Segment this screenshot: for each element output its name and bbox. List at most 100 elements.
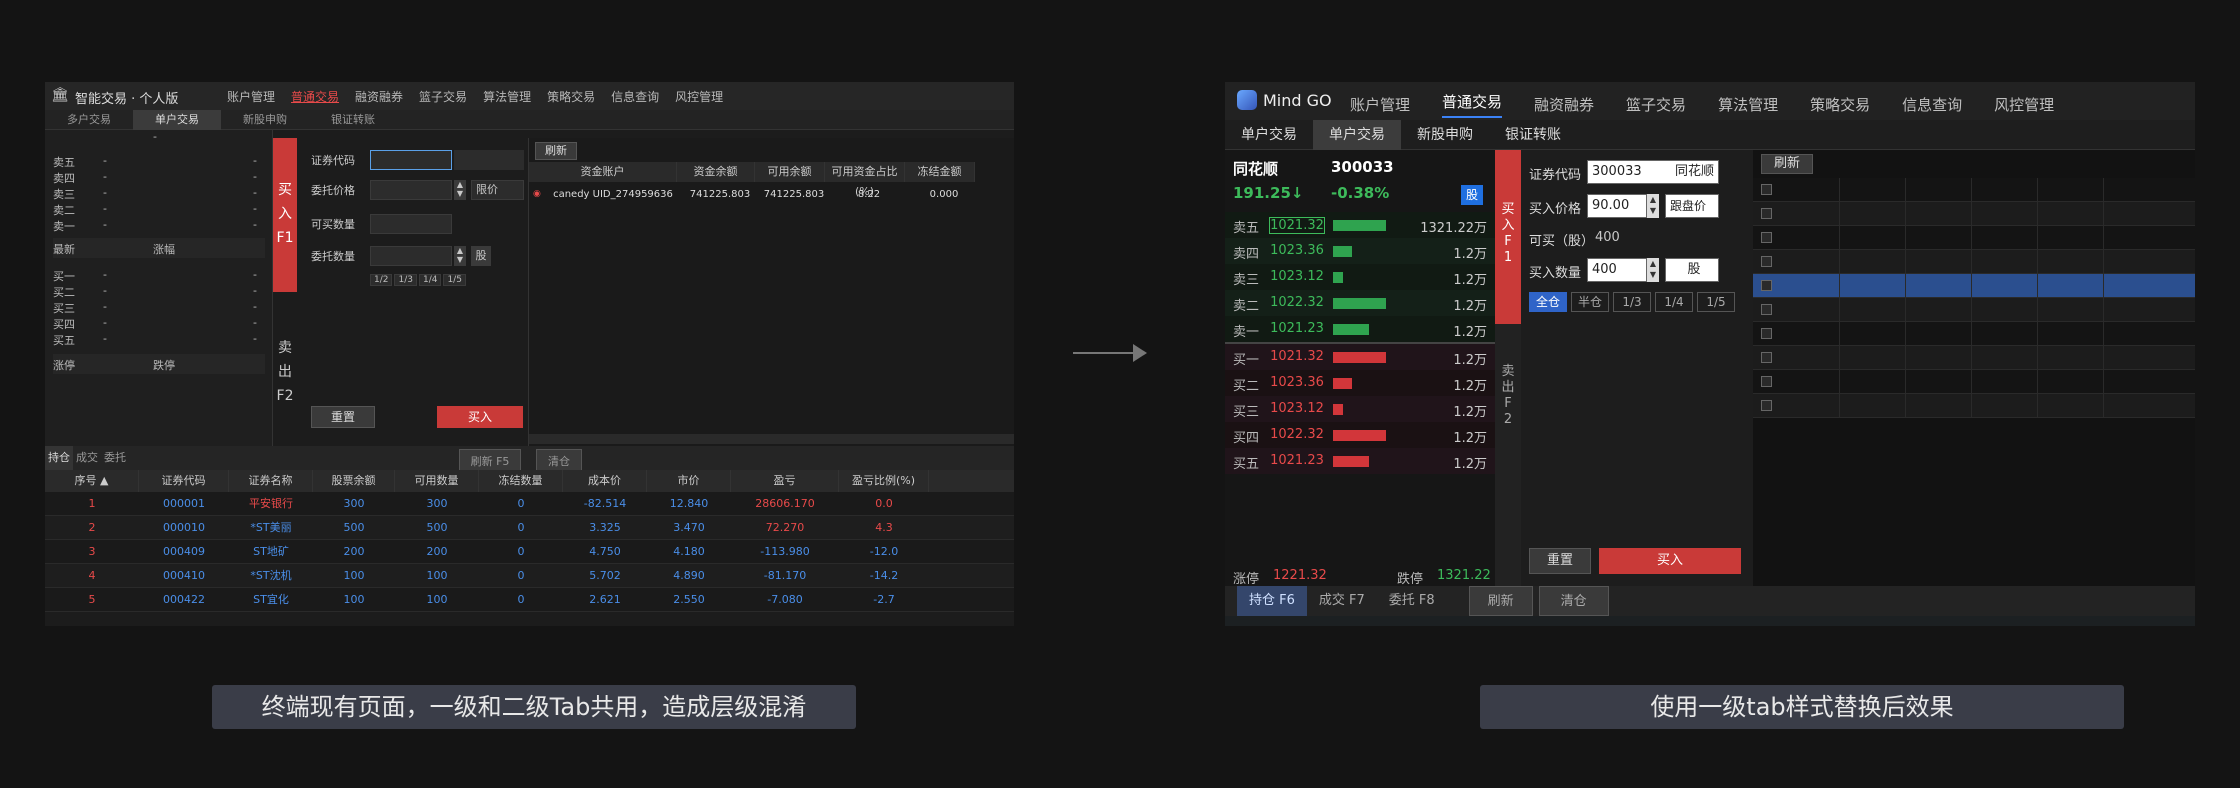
reset-button[interactable]: 重置 — [1529, 548, 1591, 574]
stock-badge[interactable]: 股 — [1461, 185, 1483, 205]
subtab[interactable]: 银证转账 — [331, 112, 375, 126]
bottom-tab[interactable]: 持仓 F6 — [45, 446, 73, 488]
table-row[interactable]: 4 000410 *ST沈机 100 100 0 5.702 4.890 -81.170 -14.… — [45, 564, 1014, 588]
bid-row[interactable]: 买四 1022.32 1.2万 — [1225, 422, 1495, 448]
bottom-tab[interactable]: 持仓 F6 — [1237, 586, 1307, 616]
table-header-cell[interactable]: 市价 — [647, 470, 731, 492]
table-header-cell[interactable]: 序号 ▲ — [45, 470, 139, 492]
menu-item[interactable]: 风控管理 — [1994, 96, 2055, 114]
row-checkbox[interactable] — [1761, 304, 1772, 315]
menu-item[interactable]: 算法管理 — [483, 90, 532, 104]
row-checkbox[interactable] — [1761, 256, 1772, 267]
menu-item[interactable]: 篮子交易 — [1626, 96, 1687, 114]
row-checkbox[interactable] — [1761, 376, 1772, 387]
radio-icon[interactable]: ◉ — [533, 189, 541, 199]
fraction-button[interactable]: 1/4 — [418, 274, 442, 286]
price-stepper[interactable]: ▲ ▼ — [454, 180, 466, 200]
menu-item[interactable]: 信息查询 — [1902, 96, 1963, 114]
refresh-f5-button[interactable]: 刷新 F5 — [1468, 586, 1533, 626]
table-header-cell[interactable]: 可用数量 — [395, 470, 479, 492]
clear-positions-button[interactable]: 清仓 — [1538, 586, 1609, 616]
menu-item[interactable]: 策略交易 — [1810, 96, 1871, 114]
position-button[interactable]: 1/3 — [1613, 292, 1651, 312]
qty-unit[interactable]: 股 — [1665, 258, 1719, 282]
menu-item[interactable]: 策略交易 — [547, 90, 596, 104]
table-header-cell[interactable]: 盈亏 — [731, 470, 839, 492]
table-header-cell[interactable]: 盈亏比例(%) — [839, 470, 929, 492]
grid-row[interactable] — [1753, 250, 2195, 274]
buy-side-tab[interactable]: 买 入 F1 — [273, 138, 297, 292]
row-checkbox[interactable] — [1761, 208, 1772, 219]
menu-item[interactable]: 普通交易 — [291, 90, 340, 104]
price-type-select[interactable]: 跟盘价 — [1665, 194, 1719, 218]
row-checkbox[interactable] — [1761, 232, 1772, 243]
bottom-tab[interactable]: 委托 F8 — [104, 451, 126, 488]
qty-input[interactable]: 400 — [1587, 258, 1647, 282]
grid-row[interactable] — [1753, 370, 2195, 394]
subtab[interactable]: 单户交易 — [133, 109, 221, 130]
grid-row[interactable] — [1753, 274, 2195, 298]
qty-input[interactable] — [370, 246, 452, 266]
grid-row[interactable] — [1753, 226, 2195, 250]
menu-item[interactable]: 风控管理 — [675, 90, 724, 104]
menu-item[interactable]: 融资融券 — [355, 90, 404, 104]
menu-item[interactable]: 篮子交易 — [419, 90, 468, 104]
table-header-cell[interactable]: 证券名称 — [229, 470, 313, 492]
fraction-button[interactable]: 1/5 — [443, 274, 466, 286]
table-header-cell[interactable]: 股票余额 — [313, 470, 395, 492]
table-row[interactable]: 3 000409 ST地矿 200 200 0 4.750 4.180 -113.980 -12.… — [45, 540, 1014, 564]
table-header-cell[interactable]: 成本价 — [563, 470, 647, 492]
bid-row[interactable]: 买二 1023.36 1.2万 — [1225, 370, 1495, 396]
qty-stepper[interactable]: ▲ ▼ — [1647, 258, 1659, 282]
fraction-button[interactable]: 1/2 — [370, 274, 393, 286]
grid-row[interactable] — [1753, 298, 2195, 322]
grid-refresh-button[interactable]: 刷新 — [1761, 154, 1813, 174]
grid-hscrollbar[interactable] — [529, 434, 1014, 444]
subtab[interactable]: 新股申购 — [1417, 126, 1473, 143]
account-grid-row[interactable]: ◉ canedy UID_274959636 741225.803 741225.80… — [529, 182, 1014, 206]
grid-row[interactable] — [1753, 322, 2195, 346]
table-header-cell[interactable]: 证券代码 — [139, 470, 229, 492]
sell-side-tab[interactable]: 卖 出 F2 — [273, 336, 297, 456]
table-row[interactable]: 2 000010 *ST美丽 500 500 0 3.325 3.470 72.270 4.3 — [45, 516, 1014, 540]
grid-row[interactable] — [1753, 202, 2195, 226]
subtab[interactable]: 单户交易 — [1313, 119, 1401, 150]
sell-side-tab[interactable]: 卖 出 F 2 — [1495, 324, 1521, 586]
code-input[interactable] — [370, 150, 452, 170]
bottom-tab[interactable]: 成交 F7 — [76, 451, 98, 488]
ask-row[interactable]: 卖一 1021.23 1.2万 — [1225, 316, 1495, 342]
menu-item[interactable]: 账户管理 — [227, 90, 276, 104]
buy-button[interactable]: 买入 — [437, 406, 523, 428]
price-input[interactable]: 90.00 — [1587, 194, 1647, 218]
subtab[interactable]: 单户交易 — [1241, 126, 1297, 143]
subtab[interactable]: 银证转账 — [1505, 126, 1561, 143]
fraction-button[interactable]: 1/3 — [394, 274, 417, 286]
row-checkbox[interactable] — [1761, 400, 1772, 411]
price-type-select[interactable]: 限价 — [471, 180, 524, 200]
buy-side-tab[interactable]: 买 入 F 1 — [1495, 150, 1521, 324]
table-row[interactable]: 5 000422 ST宜化 100 100 0 2.621 2.550 -7.080 -2.7 — [45, 588, 1014, 612]
subtab[interactable]: 新股申购 — [243, 112, 287, 126]
row-checkbox[interactable] — [1761, 184, 1772, 195]
grid-row[interactable] — [1753, 346, 2195, 370]
menu-item[interactable]: 账户管理 — [1350, 96, 1411, 114]
position-button[interactable]: 1/4 — [1655, 292, 1693, 312]
grid-row[interactable] — [1753, 394, 2195, 418]
qty-unit[interactable]: 股 — [471, 246, 491, 266]
buy-button[interactable]: 买入 — [1599, 548, 1741, 574]
price-input[interactable] — [370, 180, 452, 200]
bid-row[interactable]: 买五 1021.23 1.2万 — [1225, 448, 1495, 474]
reset-button[interactable]: 重置 — [311, 406, 375, 428]
ask-row[interactable]: 卖五 1021.32 1321.22万 — [1225, 212, 1495, 238]
qty-stepper[interactable]: ▲ ▼ — [454, 246, 466, 266]
code-input[interactable]: 300033 同花顺 — [1587, 160, 1719, 184]
menu-item[interactable]: 算法管理 — [1718, 96, 1779, 114]
position-button[interactable]: 1/5 — [1697, 292, 1735, 312]
ask-row[interactable]: 卖三 1023.12 1.2万 — [1225, 264, 1495, 290]
bid-row[interactable]: 买一 1021.32 1.2万 — [1225, 344, 1495, 370]
bottom-tab[interactable]: 委托 F8 — [1388, 593, 1435, 608]
price-stepper[interactable]: ▲ ▼ — [1647, 194, 1659, 218]
bottom-tab[interactable]: 成交 F7 — [1318, 593, 1365, 608]
table-row[interactable]: 1 000001 平安银行 300 300 0 -82.514 12.840 28606.170… — [45, 492, 1014, 516]
menu-item[interactable]: 信息查询 — [611, 90, 660, 104]
